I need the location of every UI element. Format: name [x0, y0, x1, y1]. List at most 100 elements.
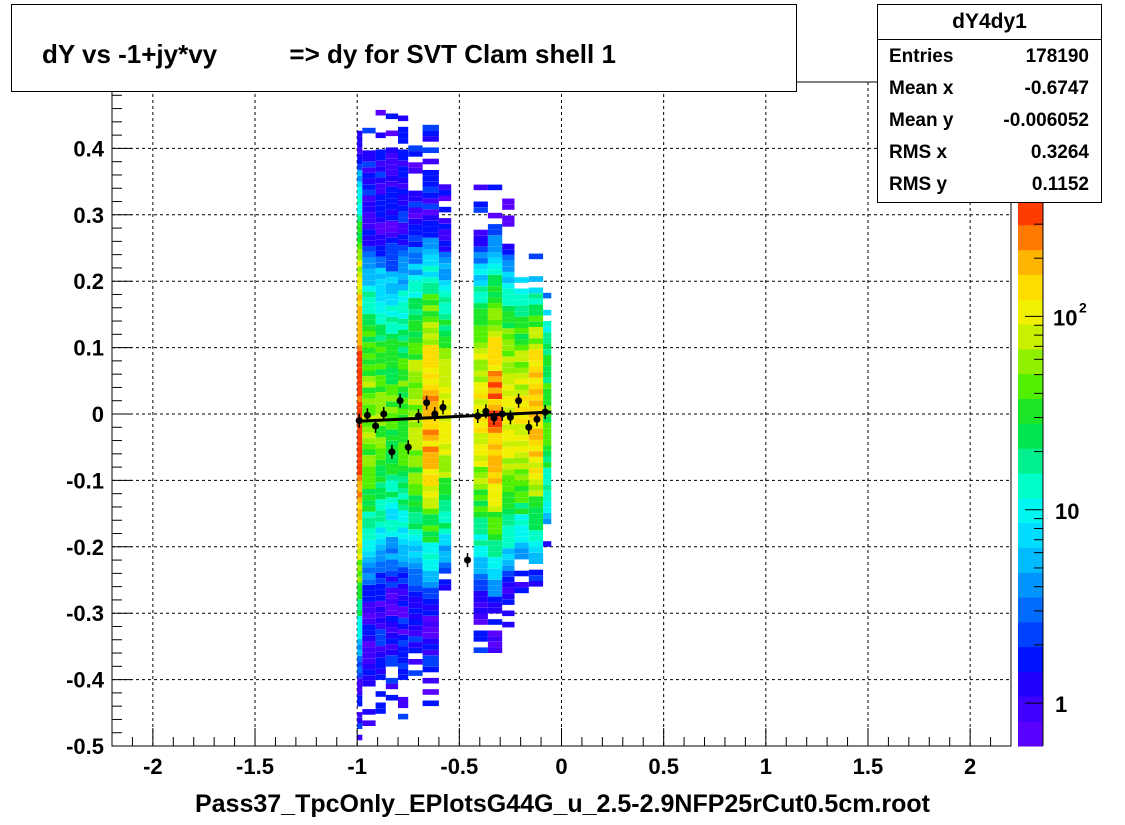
heatmap-cell: [362, 500, 376, 506]
heatmap-cell: [422, 424, 439, 430]
heatmap-cell: [408, 512, 423, 518]
heatmap-cell: [385, 570, 399, 577]
heatmap-cell: [362, 601, 376, 608]
heatmap-cell: [543, 490, 552, 496]
heatmap-cell: [375, 617, 386, 624]
heatmap-cell: [408, 213, 423, 219]
palette-swatch: [1018, 224, 1043, 251]
heatmap-cell: [362, 438, 376, 444]
heatmap-cell: [408, 371, 423, 377]
heatmap-cell: [398, 595, 409, 601]
heatmap-cell: [385, 395, 399, 402]
heatmap-cell: [487, 534, 503, 541]
heatmap-cell: [487, 404, 503, 411]
heatmap-cell: [514, 378, 529, 385]
heatmap-cell: [398, 279, 409, 285]
heatmap-cell: [528, 558, 544, 564]
heatmap-cell: [408, 557, 423, 563]
heatmap-cell: [375, 578, 386, 584]
heatmap-cell: [438, 426, 452, 433]
heatmap-cell: [502, 322, 515, 329]
heatmap-cell: [398, 324, 409, 330]
y-tick-label: 0.1: [73, 336, 104, 361]
heatmap-cell: [502, 509, 515, 515]
heatmap-cell: [502, 435, 515, 442]
heatmap-cell: [487, 212, 503, 219]
heatmap-cell: [375, 612, 386, 618]
heatmap-cell: [375, 132, 386, 139]
heatmap-cell: [385, 237, 399, 244]
heatmap-cell: [502, 345, 515, 351]
heatmap-cell: [385, 565, 399, 571]
heatmap-cell: [422, 305, 439, 311]
heatmap-cell: [487, 229, 503, 236]
heatmap-cell: [385, 598, 399, 605]
heatmap-cell: [422, 260, 439, 266]
heatmap-cell: [385, 497, 399, 503]
heatmap-cell: [398, 318, 409, 325]
heatmap-cell: [375, 177, 386, 184]
heatmap-cell: [543, 388, 552, 395]
heatmap-cell: [473, 545, 488, 552]
heatmap-cell: [357, 576, 363, 583]
heatmap-cell: [357, 142, 363, 148]
heatmap-cell: [543, 518, 552, 525]
heatmap-cell: [502, 554, 515, 560]
heatmap-cell: [422, 644, 439, 650]
heatmap-cell: [385, 203, 399, 210]
heatmap-cell: [398, 149, 409, 155]
heatmap-cell: [422, 565, 439, 571]
heatmap-cell: [528, 445, 544, 452]
heatmap-cell: [362, 556, 376, 563]
heatmap-cell: [375, 222, 386, 229]
heatmap-cell: [473, 291, 488, 298]
heatmap-cell: [385, 356, 399, 362]
heatmap-cell: [422, 508, 439, 515]
heatmap-cell: [362, 618, 376, 625]
heatmap-cell: [385, 536, 399, 543]
heatmap-cell: [502, 576, 515, 583]
heatmap-cell: [514, 474, 529, 481]
heatmap-cell: [408, 252, 423, 259]
heatmap-cell: [375, 454, 386, 460]
heatmap-cell: [408, 410, 423, 417]
heatmap-cell: [385, 226, 399, 232]
heatmap-cell: [398, 629, 409, 635]
heatmap-cell: [357, 159, 363, 165]
heatmap-cell: [398, 358, 409, 364]
heatmap-cell: [408, 438, 423, 445]
heatmap-cell: [422, 322, 439, 328]
heatmap-cell: [422, 525, 439, 532]
heatmap-cell: [357, 435, 363, 442]
heatmap-cell: [385, 649, 399, 656]
heatmap-cell: [502, 497, 515, 504]
heatmap-cell: [408, 574, 423, 580]
heatmap-cell: [502, 424, 515, 430]
heatmap-cell: [398, 538, 409, 545]
heatmap-cell: [473, 636, 488, 642]
heatmap-cell: [362, 398, 376, 405]
heatmap-cell: [422, 621, 439, 628]
heatmap-cell: [385, 694, 399, 701]
heatmap-cell: [514, 344, 529, 351]
heatmap-cell: [398, 222, 409, 229]
heatmap-cell: [528, 315, 544, 322]
y-tick-label: 0.3: [73, 203, 104, 228]
heatmap-cell: [438, 285, 452, 292]
heatmap-cell: [357, 582, 363, 588]
heatmap-cell: [408, 630, 423, 637]
heatmap-cell: [422, 277, 439, 283]
profile-point: [404, 443, 412, 451]
y-tick-label: 0: [92, 402, 104, 427]
heatmap-cell: [408, 585, 423, 592]
heatmap-cell: [357, 712, 363, 718]
heatmap-cell: [408, 343, 423, 349]
profile-point: [533, 415, 541, 423]
heatmap-cell: [375, 369, 386, 376]
heatmap-cell: [473, 387, 488, 394]
heatmap-cell: [487, 297, 503, 304]
heatmap-cell: [375, 561, 386, 567]
heatmap-cell: [375, 476, 386, 483]
heatmap-cell: [502, 204, 515, 210]
heatmap-cell: [438, 195, 452, 202]
